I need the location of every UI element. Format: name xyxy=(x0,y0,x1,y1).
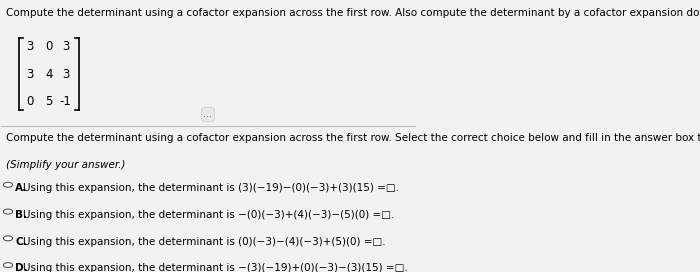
Text: Using this expansion, the determinant is (3)(−19)−(0)(−3)+(3)(15) =□.: Using this expansion, the determinant is… xyxy=(23,183,399,193)
Text: 3: 3 xyxy=(27,67,34,81)
Text: C.: C. xyxy=(15,237,27,246)
Text: A.: A. xyxy=(15,183,27,193)
Text: 3: 3 xyxy=(62,67,69,81)
Circle shape xyxy=(4,209,13,214)
Text: (Simplify your answer.): (Simplify your answer.) xyxy=(6,160,125,170)
Circle shape xyxy=(4,236,13,241)
Circle shape xyxy=(4,182,13,187)
Circle shape xyxy=(4,263,13,268)
Text: ...: ... xyxy=(204,109,213,119)
Text: 4: 4 xyxy=(46,67,52,81)
Text: B.: B. xyxy=(15,210,27,220)
Text: Compute the determinant using a cofactor expansion across the first row. Also co: Compute the determinant using a cofactor… xyxy=(6,8,700,18)
Text: Using this expansion, the determinant is −(3)(−19)+(0)(−3)−(3)(15) =□.: Using this expansion, the determinant is… xyxy=(23,263,408,272)
Text: 0: 0 xyxy=(27,95,34,108)
Text: Compute the determinant using a cofactor expansion across the first row. Select : Compute the determinant using a cofactor… xyxy=(6,133,700,143)
Text: Using this expansion, the determinant is (0)(−3)−(4)(−3)+(5)(0) =□.: Using this expansion, the determinant is… xyxy=(23,237,386,246)
Text: Using this expansion, the determinant is −(0)(−3)+(4)(−3)−(5)(0) =□.: Using this expansion, the determinant is… xyxy=(23,210,395,220)
Text: D.: D. xyxy=(15,263,27,272)
Text: 3: 3 xyxy=(27,40,34,53)
Text: 3: 3 xyxy=(62,40,69,53)
Text: 0: 0 xyxy=(46,40,52,53)
Text: 5: 5 xyxy=(46,95,52,108)
Text: -1: -1 xyxy=(60,95,71,108)
